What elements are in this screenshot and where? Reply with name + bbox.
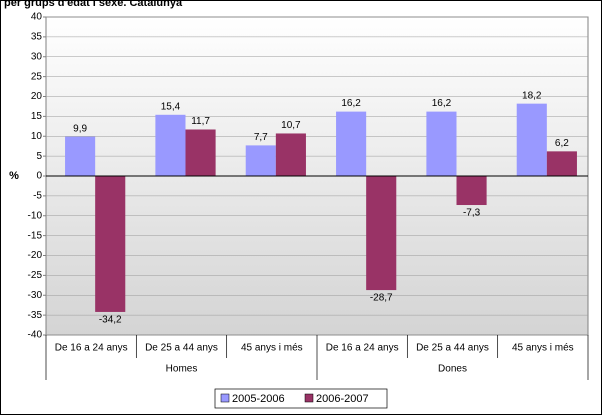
legend-box	[214, 388, 388, 409]
bar	[546, 151, 577, 176]
data-label: 16,2	[432, 98, 452, 109]
y-tick-label: -40	[28, 330, 43, 341]
data-label: 6,2	[555, 138, 569, 149]
x-tick-label: 45 anys i més	[241, 343, 303, 354]
bar	[336, 111, 367, 176]
x-tick-label: De 25 a 44 anys	[145, 343, 218, 354]
y-tick-label: 0	[36, 171, 42, 182]
y-tick-label: 35	[31, 32, 43, 43]
bar	[426, 111, 457, 176]
data-label: 16,2	[341, 98, 361, 109]
y-tick-label: -30	[28, 290, 43, 301]
x-tick-label: De 16 a 24 anys	[326, 343, 399, 354]
bar	[185, 129, 216, 176]
group-label: Homes	[166, 364, 198, 375]
y-tick-label: -20	[28, 250, 43, 261]
x-tick-label: De 16 a 24 anys	[55, 343, 128, 354]
y-tick-label: 30	[31, 51, 43, 62]
y-axis-label: %	[9, 170, 19, 182]
chart-title: per grups d'edat i sexe. Catalunya	[4, 0, 183, 9]
y-tick-label: -10	[28, 210, 43, 221]
bar	[245, 145, 276, 176]
bar	[275, 133, 306, 176]
bar	[65, 136, 96, 176]
bar	[516, 103, 547, 176]
bar	[95, 176, 126, 312]
legend-swatch	[220, 393, 230, 403]
data-label: 7,7	[254, 132, 268, 143]
data-label: 10,7	[281, 120, 301, 131]
y-tick-label: 40	[31, 12, 43, 23]
legend-swatch	[304, 393, 314, 403]
x-tick-label: De 25 a 44 anys	[416, 343, 489, 354]
bar	[366, 176, 397, 291]
y-tick-label: -35	[28, 310, 43, 321]
data-label: 15,4	[161, 101, 181, 112]
y-tick-label: 20	[31, 91, 43, 102]
y-tick-label: 10	[31, 131, 43, 142]
data-label: 9,9	[73, 123, 87, 134]
group-label: Dones	[438, 364, 467, 375]
data-label: -34,2	[99, 315, 122, 326]
legend-label: 2006-2007	[316, 393, 369, 405]
y-tick-label: 15	[31, 111, 43, 122]
y-tick-label: -15	[28, 230, 43, 241]
y-tick-label: 25	[31, 71, 43, 82]
y-tick-label: 5	[36, 151, 42, 162]
bar	[155, 114, 186, 176]
data-label: -28,7	[370, 293, 393, 304]
legend-label: 2005-2006	[232, 393, 285, 405]
x-tick-label: 45 anys i més	[512, 343, 574, 354]
data-label: 11,7	[191, 116, 210, 127]
data-label: -7,3	[463, 208, 481, 219]
y-tick-label: -5	[33, 191, 42, 202]
data-label: 18,2	[522, 90, 542, 101]
bar	[456, 176, 487, 206]
y-tick-label: -25	[28, 270, 43, 281]
